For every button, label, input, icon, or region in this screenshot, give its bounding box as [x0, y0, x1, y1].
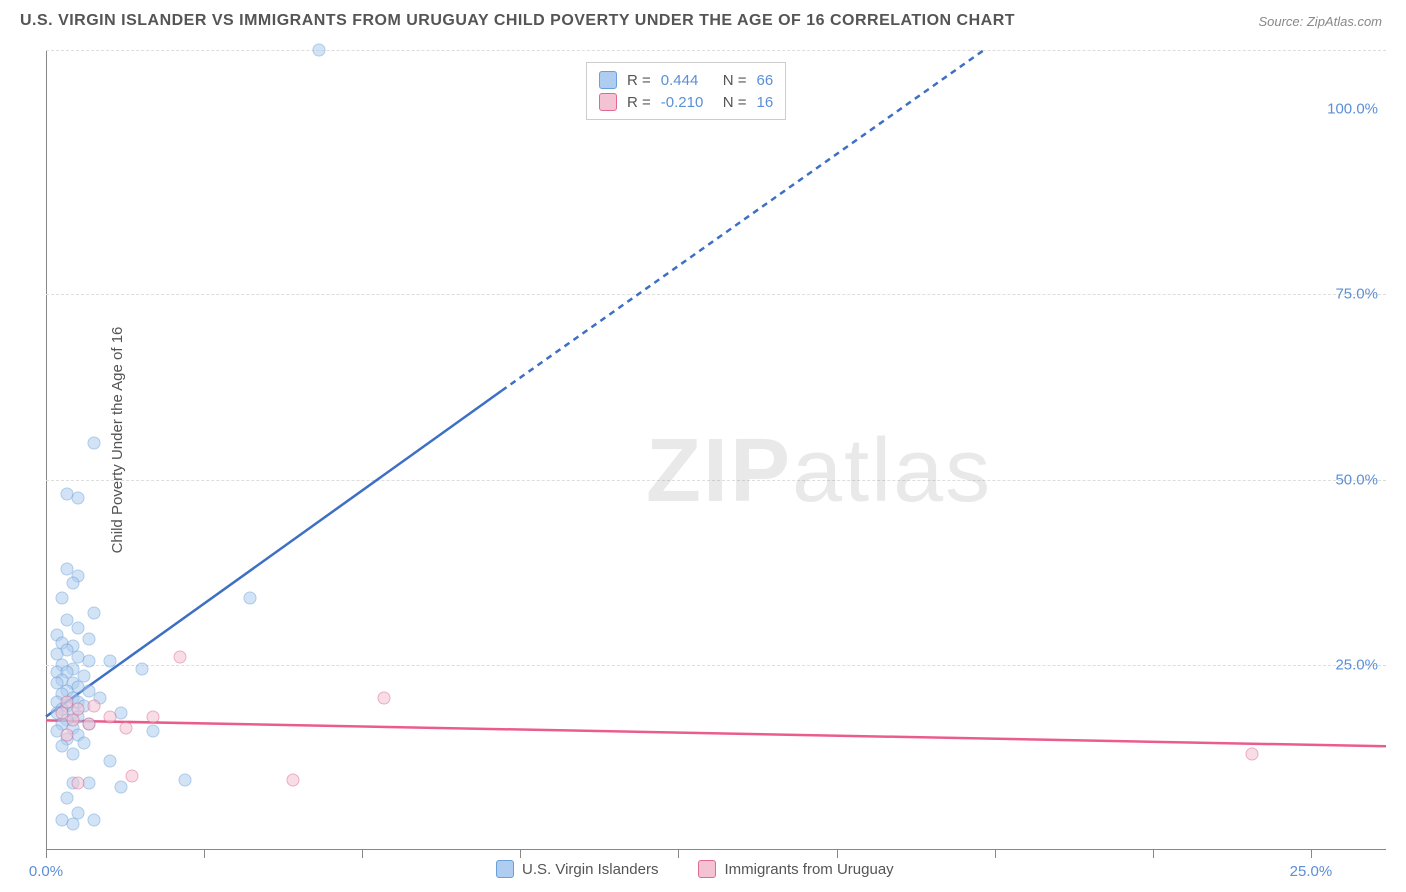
data-point-uruguay: [120, 721, 133, 734]
data-point-usvi: [61, 792, 74, 805]
x-tick: [678, 850, 679, 858]
legend-swatch: [698, 860, 716, 878]
data-point-uruguay: [1246, 747, 1259, 760]
data-point-uruguay: [72, 777, 85, 790]
data-point-usvi: [243, 592, 256, 605]
correlation-legend: R =0.444N =66R =-0.210N =16: [586, 62, 786, 120]
legend-label: Immigrants from Uruguay: [724, 861, 893, 878]
legend-swatch: [599, 71, 617, 89]
scatter-plot: 25.0%50.0%75.0%100.0%0.0%25.0%ZIPatlasR …: [46, 50, 1386, 850]
legend-item-uruguay: Immigrants from Uruguay: [698, 860, 893, 878]
data-point-usvi: [104, 655, 117, 668]
data-point-usvi: [104, 755, 117, 768]
data-point-usvi: [82, 632, 95, 645]
x-tick: [520, 850, 521, 858]
data-point-uruguay: [377, 692, 390, 705]
legend-swatch: [599, 93, 617, 111]
data-point-usvi: [136, 662, 149, 675]
data-point-usvi: [88, 606, 101, 619]
data-point-usvi: [66, 818, 79, 831]
data-point-usvi: [179, 773, 192, 786]
data-point-usvi: [77, 736, 90, 749]
data-point-uruguay: [61, 729, 74, 742]
data-point-usvi: [313, 44, 326, 57]
data-point-usvi: [88, 814, 101, 827]
data-point-usvi: [115, 781, 128, 794]
data-point-uruguay: [104, 710, 117, 723]
data-point-usvi: [56, 592, 69, 605]
x-tick: [995, 850, 996, 858]
x-tick: [46, 850, 47, 858]
data-point-uruguay: [82, 718, 95, 731]
series-legend: U.S. Virgin Islanders Immigrants from Uru…: [496, 860, 894, 878]
legend-row-uruguay: R =-0.210N =16: [599, 91, 773, 113]
data-point-usvi: [72, 621, 85, 634]
legend-item-usvi: U.S. Virgin Islanders: [496, 860, 658, 878]
data-point-usvi: [66, 577, 79, 590]
data-point-usvi: [147, 725, 160, 738]
x-tick: [362, 850, 363, 858]
x-tick-label: 25.0%: [1290, 863, 1333, 880]
data-point-uruguay: [174, 651, 187, 664]
x-tick: [204, 850, 205, 858]
data-point-uruguay: [147, 710, 160, 723]
data-point-usvi: [82, 655, 95, 668]
legend-label: U.S. Virgin Islanders: [522, 861, 658, 878]
source-label: Source: ZipAtlas.com: [1258, 14, 1382, 29]
data-point-uruguay: [286, 773, 299, 786]
data-point-usvi: [88, 436, 101, 449]
legend-row-usvi: R =0.444N =66: [599, 69, 773, 91]
data-point-usvi: [66, 747, 79, 760]
data-point-usvi: [72, 492, 85, 505]
x-tick: [1311, 850, 1312, 858]
data-point-uruguay: [125, 769, 138, 782]
data-point-uruguay: [66, 714, 79, 727]
legend-swatch: [496, 860, 514, 878]
chart-title: U.S. VIRGIN ISLANDER VS IMMIGRANTS FROM …: [20, 12, 1015, 30]
x-tick: [837, 850, 838, 858]
x-tick: [1153, 850, 1154, 858]
trend-lines: [46, 50, 1386, 850]
data-point-uruguay: [88, 699, 101, 712]
x-tick-label: 0.0%: [29, 863, 63, 880]
